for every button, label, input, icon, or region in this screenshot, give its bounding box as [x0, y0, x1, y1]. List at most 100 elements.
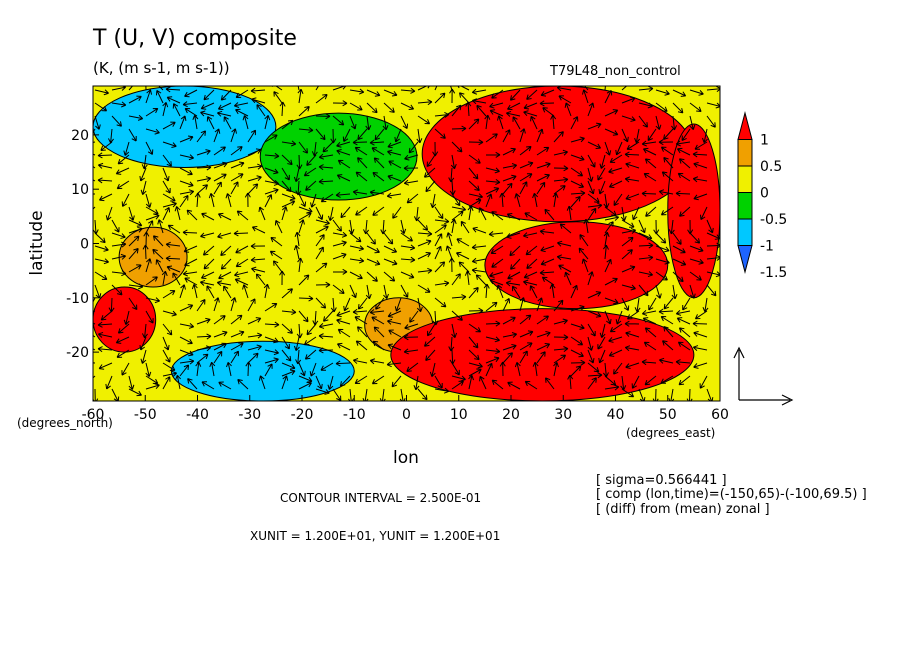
- wind-vector: [234, 271, 249, 278]
- wind-vector: [456, 238, 470, 247]
- wind-vector: [145, 276, 158, 286]
- wind-vector: [587, 154, 596, 168]
- wind-vector: [111, 284, 123, 296]
- wind-vector: [273, 91, 283, 104]
- wind-vector: [244, 192, 251, 208]
- wind-vector: [621, 96, 636, 104]
- wind-vector: [281, 336, 290, 350]
- wind-vector: [230, 173, 244, 182]
- wind-vector: [471, 88, 487, 95]
- wind-vector: [522, 232, 538, 239]
- wind-vector: [400, 244, 416, 251]
- wind-vector: [162, 310, 177, 317]
- wind-vector: [369, 358, 385, 365]
- wind-vector: [427, 323, 436, 337]
- wind-vector: [539, 269, 555, 276]
- wind-vector: [369, 139, 385, 146]
- wind-vector: [218, 271, 232, 280]
- wind-vector: [451, 193, 461, 207]
- wind-vector: [476, 104, 487, 117]
- wind-vector: [182, 229, 198, 236]
- wind-vector: [532, 361, 539, 377]
- wind-vector: [689, 284, 696, 299]
- wind-vector: [404, 323, 419, 330]
- x-tick-label: -60: [82, 407, 105, 423]
- wind-vector: [306, 154, 317, 166]
- wind-vector: [671, 284, 678, 300]
- wind-vector: [677, 172, 691, 182]
- wind-vector: [624, 320, 640, 327]
- wind-vector: [140, 349, 147, 364]
- wind-vector: [634, 128, 641, 144]
- wind-vector: [196, 149, 211, 156]
- wind-vector: [387, 149, 402, 156]
- wind-vector: [519, 297, 526, 312]
- wind-vector: [621, 297, 630, 311]
- wind-vector: [167, 224, 181, 234]
- wind-vector: [502, 352, 513, 364]
- wind-vector: [451, 104, 462, 117]
- wind-vector: [502, 298, 511, 312]
- wind-vector: [408, 141, 419, 154]
- wind-vector: [191, 283, 198, 299]
- wind-vector: [587, 141, 602, 150]
- wind-vector: [642, 147, 657, 156]
- wind-vector: [519, 314, 532, 325]
- wind-vector: [641, 310, 657, 316]
- wind-vector: [383, 102, 395, 113]
- wind-vector: [387, 141, 402, 149]
- wind-vector: [484, 114, 491, 130]
- wind-vector: [624, 151, 640, 158]
- run-label: T79L48_non_control: [549, 64, 681, 79]
- wind-vector: [485, 356, 500, 364]
- wind-vector: [570, 336, 584, 346]
- wind-vector: [281, 309, 297, 316]
- wind-vector: [115, 336, 130, 344]
- wind-vector: [553, 318, 568, 325]
- wind-vector: [621, 388, 635, 398]
- wind-vector: [270, 236, 283, 247]
- wind-vector: [230, 342, 244, 351]
- wind-vector: [371, 316, 385, 325]
- colorbar: 1 0.5 0 -0.5 -1 -1.5: [737, 111, 787, 281]
- wind-vector: [298, 206, 313, 214]
- wind-vector: [587, 167, 594, 182]
- wind-vector: [247, 332, 263, 339]
- wind-vector: [468, 180, 480, 191]
- wind-vector: [621, 284, 636, 291]
- wind-vector: [247, 129, 256, 143]
- wind-vector: [488, 231, 504, 238]
- wind-vector: [655, 115, 662, 130]
- x-tick-label: 40: [607, 407, 625, 423]
- wind-vector: [337, 159, 351, 169]
- wind-vector: [417, 284, 431, 293]
- wind-vector: [264, 194, 273, 208]
- wind-vector: [94, 245, 109, 252]
- wind-vector: [352, 139, 368, 146]
- wind-vector: [489, 109, 504, 117]
- wind-vector: [460, 220, 470, 234]
- x-unit-label: (degrees_east): [626, 426, 715, 440]
- wind-vector: [196, 164, 212, 171]
- wind-vector: [434, 224, 447, 234]
- wind-vector: [297, 257, 304, 273]
- wind-vector: [365, 284, 372, 300]
- wind-vector: [638, 271, 654, 278]
- wind-vector: [678, 375, 691, 386]
- wind-vector: [179, 167, 193, 176]
- wind-vector: [373, 326, 385, 338]
- wind-vector: [111, 253, 127, 260]
- wind-vector: [603, 193, 610, 209]
- wind-vector: [258, 375, 266, 390]
- wind-vector: [672, 89, 687, 97]
- wind-vector: [434, 86, 438, 91]
- wind-vector: [166, 96, 181, 104]
- wind-vector: [689, 89, 704, 96]
- wind-vector: [631, 375, 640, 389]
- wind-vector: [250, 87, 266, 94]
- wind-vector: [273, 260, 283, 273]
- wind-vector: [264, 167, 279, 175]
- wind-vector: [155, 259, 164, 273]
- info-line-1: [ sigma=0.566441 ]: [596, 473, 727, 488]
- wind-vector: [179, 349, 194, 357]
